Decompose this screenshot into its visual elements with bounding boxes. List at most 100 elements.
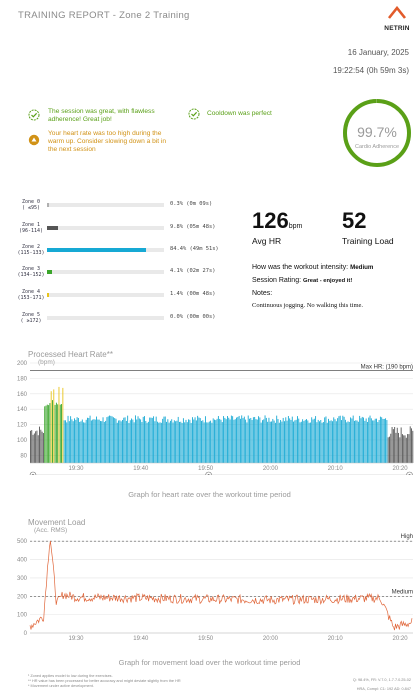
hr-sample-bar [282, 417, 284, 463]
brand-logo: NETRIN [382, 5, 412, 32]
hr-sample-bar [322, 422, 324, 463]
hr-sample-bar [395, 432, 397, 463]
hr-sample-bar [289, 418, 291, 463]
hr-sample-bar [66, 422, 68, 463]
hr-sample-bar [225, 419, 227, 463]
hr-sample-bar [379, 416, 381, 463]
hr-sample-bar [350, 417, 352, 463]
hr-sample-bar [52, 400, 53, 463]
hr-sample-bar [133, 422, 135, 463]
hr-sample-bar [197, 415, 199, 463]
hr-sample-bar [287, 416, 289, 463]
x-tick-label: 20:00 [263, 636, 279, 642]
hr-sample-bar [97, 419, 99, 463]
hr-sample-bar [154, 421, 156, 463]
hr-sample-bar [256, 419, 258, 463]
zone-label: Zone 1 (96-114) [14, 222, 48, 234]
hr-sample-bar [116, 422, 118, 463]
hr-sample-bar [309, 422, 311, 463]
hr-sample-bar [105, 420, 107, 463]
hr-sample-bar [264, 415, 266, 463]
hr-sample-bar [173, 420, 175, 463]
hr-sample-bar [252, 417, 254, 463]
load-chart-title: Movement Load [28, 518, 86, 527]
intensity-question: How was the workout intensity: Medium [252, 264, 373, 271]
hr-sample-bar [337, 418, 339, 463]
y-tick-label: 500 [17, 539, 28, 545]
zone-range: (115-133) [17, 250, 45, 256]
hr-sample-bar [330, 420, 332, 463]
hr-sample-bar [405, 437, 407, 463]
avg-hr-stat: 126bpm [252, 208, 302, 234]
hr-sample-bar [348, 421, 350, 463]
hr-sample-bar [114, 418, 116, 463]
session-date: 16 January, 2025 [347, 48, 409, 57]
hr-sample-bar [57, 404, 59, 463]
hr-sample-bar [206, 422, 208, 463]
hr-sample-bar [409, 426, 411, 463]
x-tick-label: 20:20 [393, 636, 409, 642]
hr-sample-bar [75, 419, 77, 463]
hr-sample-bar [361, 416, 363, 463]
hr-sample-bar [166, 421, 167, 463]
y-tick-label: 120 [17, 423, 28, 429]
hr-sample-bar [115, 418, 117, 463]
hr-sample-bar [339, 415, 341, 463]
hr-sample-bar [389, 436, 390, 463]
hr-sample-bar [343, 416, 345, 463]
hr-sample-bar [107, 416, 109, 463]
hr-sample-bar [229, 419, 231, 463]
hr-sample-bar [233, 419, 235, 463]
hr-sample-bar [193, 419, 195, 463]
zone-name: Zone 4 [21, 289, 41, 295]
hr-sample-bar [208, 421, 210, 463]
hr-sample-bar [249, 418, 250, 463]
footer-notes: ¹ Zoned applies model to low during the … [28, 674, 258, 689]
hr-sample-bar [267, 421, 269, 463]
adherence-label: Cardio Adherence [354, 144, 400, 150]
hr-chart-unit: (bpm) [38, 359, 55, 366]
hr-sample-bar [404, 435, 406, 463]
hr-chart: 80 100 120 140 160 180 200 Max HR: (190 bpm) 19:… [17, 361, 414, 475]
zone-name: Zone 5 [21, 312, 41, 318]
hr-sample-bar [204, 416, 206, 463]
check-badge-icon [188, 108, 200, 120]
x-tick-label: 20:10 [328, 466, 344, 472]
hr-sample-bar [232, 416, 234, 463]
hr-sample-bar [219, 418, 221, 463]
hr-sample-bar [70, 416, 72, 463]
hr-sample-bar [74, 418, 75, 463]
hr-sample-bar [110, 415, 112, 463]
hr-sample-bar [357, 421, 359, 463]
logo-text: NETRIN [384, 25, 410, 32]
hr-sample-bar [94, 419, 96, 463]
hr-sample-bar [44, 406, 46, 463]
hr-sample-bar [398, 432, 399, 463]
hr-sample-bar [271, 421, 272, 463]
hr-sample-bar [217, 416, 219, 463]
hr-sample-bar [203, 422, 205, 463]
hr-sample-bar [142, 416, 144, 463]
hr-sample-bar [411, 428, 412, 463]
notes-label: Notes: [252, 290, 273, 297]
adherence-gauge [343, 99, 411, 167]
y-tick-label: 80 [20, 453, 27, 459]
hr-sample-bar [347, 421, 349, 463]
hr-sample-bar [124, 417, 126, 463]
hr-sample-bar [290, 419, 292, 463]
hr-sample-bar [132, 419, 134, 463]
hr-sample-bar [245, 419, 247, 463]
hr-sample-bar [284, 421, 285, 463]
hr-sample-bar [386, 420, 388, 463]
hr-sample-bar [145, 420, 147, 463]
hr-sample-bar [374, 418, 376, 463]
hr-sample-bar [106, 417, 108, 463]
hr-sample-bar [90, 420, 92, 463]
hr-sample-bar [381, 417, 383, 463]
zone-label: Zone 5( ≥172) [14, 312, 48, 324]
hr-sample-bar [373, 420, 375, 463]
feedback-text: The session was great, with flawless adh… [48, 108, 155, 123]
zone-label: Zone 4 (153-171) [14, 289, 48, 301]
x-tick-label: 19:50 [198, 466, 214, 472]
hr-sample-bar [241, 415, 243, 463]
